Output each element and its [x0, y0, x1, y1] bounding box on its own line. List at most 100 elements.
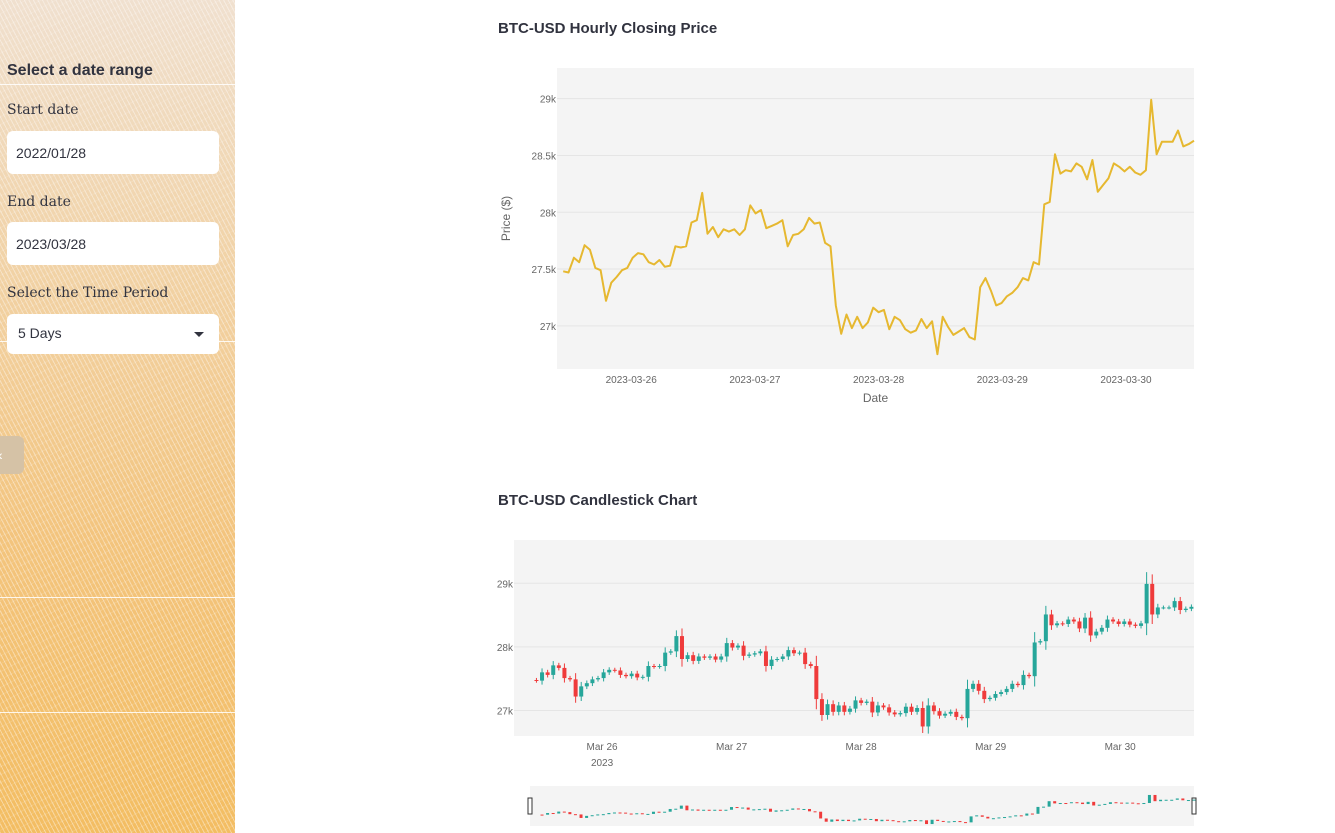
candle: [1083, 613, 1088, 634]
candle: [657, 663, 662, 669]
range-slider-candle: [1014, 815, 1018, 817]
candle: [1010, 680, 1015, 693]
candle: [797, 650, 802, 656]
candle: [1004, 686, 1009, 695]
candle-body: [696, 656, 701, 661]
candle: [540, 668, 545, 685]
candle-body: [590, 679, 595, 684]
candle: [959, 714, 964, 721]
candle: [568, 675, 573, 682]
range-slider: [530, 786, 1194, 826]
range-slider-candle: [975, 815, 979, 817]
range-slider-candle: [796, 808, 800, 810]
candle-body: [825, 704, 830, 715]
candle-body: [819, 699, 824, 715]
end-date-input[interactable]: [7, 222, 219, 265]
candle-body: [875, 705, 880, 713]
y-tick-label: 28k: [497, 643, 514, 654]
candle-body: [797, 652, 802, 654]
time-period-label: Select the Time Period: [7, 285, 169, 301]
candle: [1189, 604, 1194, 612]
candle: [1015, 681, 1020, 688]
candle-body: [920, 708, 925, 727]
candle: [663, 647, 668, 672]
range-slider-candle: [768, 808, 772, 812]
candle-body: [859, 700, 864, 703]
candle: [870, 697, 875, 718]
candlestick-chart[interactable]: 27k 28k 29k Mar 26 Mar 27 Mar 28 Mar 29 Mar 30 2…: [490, 532, 1210, 832]
candle-body: [747, 654, 752, 656]
candle-body: [937, 711, 942, 716]
candle-body: [730, 643, 735, 648]
candle-body: [663, 652, 668, 666]
candle-body: [887, 707, 892, 713]
candle: [875, 701, 880, 717]
candle-body: [853, 700, 858, 709]
candle-body: [679, 636, 684, 659]
candle: [1105, 615, 1110, 632]
candle-body: [1105, 619, 1110, 628]
candle: [819, 693, 824, 721]
candle-body: [898, 713, 903, 715]
candle-body: [1049, 614, 1054, 626]
range-slider-candle: [997, 817, 1001, 819]
candle-body: [926, 705, 931, 727]
range-slider-candle: [590, 815, 594, 817]
candle-body: [1066, 619, 1071, 624]
range-slider-candle: [702, 809, 706, 811]
range-slider-candle: [696, 809, 700, 811]
y-tick-label: 28k: [540, 208, 557, 219]
range-slider-candle: [785, 809, 789, 811]
candle: [1116, 618, 1121, 627]
range-slider-candle: [612, 812, 616, 814]
candle-body: [702, 656, 707, 658]
time-period-select[interactable]: 5 Days: [7, 314, 219, 354]
candle: [971, 680, 976, 693]
candle: [892, 710, 897, 717]
range-slider-candle: [1186, 800, 1190, 802]
candle-body: [769, 659, 774, 666]
start-date-input[interactable]: [7, 131, 219, 174]
line-chart[interactable]: 27k 27.5k 28k 28.5k 29k 2023-03-26 2023-03-27 2…: [490, 60, 1210, 410]
candle: [590, 676, 595, 687]
range-slider-candle: [579, 814, 583, 818]
candle-body: [618, 670, 623, 675]
range-slider-candle: [629, 813, 633, 815]
candle: [730, 640, 735, 651]
range-slider-candle: [986, 816, 990, 819]
range-slider-candle: [657, 811, 661, 813]
candle: [943, 711, 948, 719]
candle-body: [999, 692, 1004, 694]
range-slider-candle: [607, 813, 611, 815]
range-slider-candle: [1030, 813, 1034, 815]
x-tick-label: Mar 30: [1105, 742, 1137, 753]
candle: [1088, 611, 1093, 642]
candle: [691, 651, 696, 665]
candle-body: [735, 645, 740, 648]
candle: [803, 647, 808, 669]
range-slider-candle: [763, 808, 767, 810]
sidebar-collapse-button[interactable]: ‹: [0, 436, 24, 474]
range-slider-candle: [1053, 801, 1057, 804]
candle-body: [915, 708, 920, 712]
x-tick-label: Mar 28: [846, 742, 878, 753]
range-slider-candle: [679, 805, 683, 809]
candle-body: [1083, 617, 1088, 629]
range-slider-candle: [596, 814, 600, 816]
range-slider-handle-left: [527, 797, 533, 815]
candle: [814, 655, 819, 710]
candle-body: [775, 659, 780, 660]
candle-body: [1038, 641, 1043, 643]
candle-body: [596, 678, 601, 680]
range-slider-candle: [874, 818, 878, 822]
candle: [679, 628, 684, 667]
range-slider-candle: [886, 819, 890, 821]
range-slider-candle: [897, 821, 901, 823]
candle-body: [763, 651, 768, 666]
chevron-down-icon[interactable]: [194, 332, 204, 337]
candle: [1071, 617, 1076, 624]
candle-body: [573, 679, 578, 697]
x-tick-year-label: 2023: [591, 758, 614, 769]
x-tick-label: 2023-03-30: [1100, 375, 1152, 386]
range-slider-candle: [1047, 801, 1051, 807]
